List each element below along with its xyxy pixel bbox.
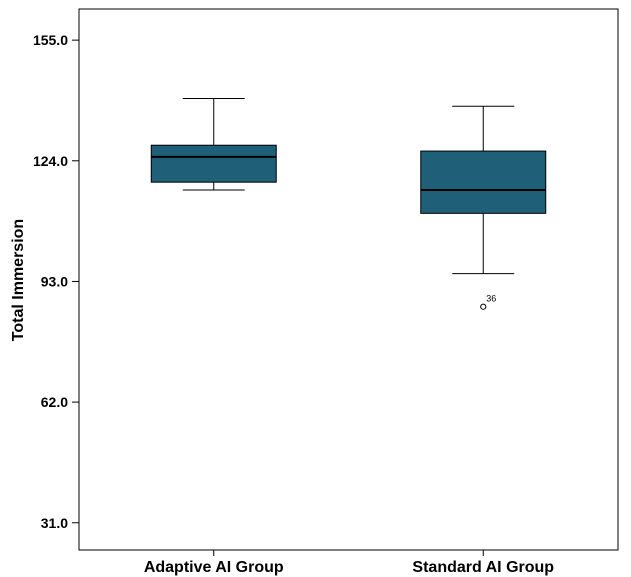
y-tick-label: 93.0	[41, 273, 68, 289]
y-axis-title: Total Immersion	[10, 219, 27, 341]
box-group	[150, 98, 277, 191]
y-axis: 31.0 62.0 93.0 124.0 155.0	[33, 32, 79, 531]
x-tick-label: Adaptive AI Group	[144, 559, 284, 576]
boxes: 36	[150, 98, 547, 310]
outlier-label: 36	[486, 294, 496, 304]
x-tick-label: Standard AI Group	[412, 559, 554, 576]
y-tick-label: 62.0	[41, 394, 68, 410]
outlier-point	[480, 303, 487, 310]
x-axis: Adaptive AI Group Standard AI Group	[144, 550, 554, 576]
box-group: 36	[420, 105, 547, 310]
iqr-box	[150, 144, 277, 183]
y-tick-label: 155.0	[33, 32, 68, 48]
plot-frame	[78, 8, 619, 551]
iqr-box	[420, 150, 547, 214]
y-tick-label: 31.0	[41, 515, 68, 531]
y-tick-label: 124.0	[33, 153, 68, 169]
